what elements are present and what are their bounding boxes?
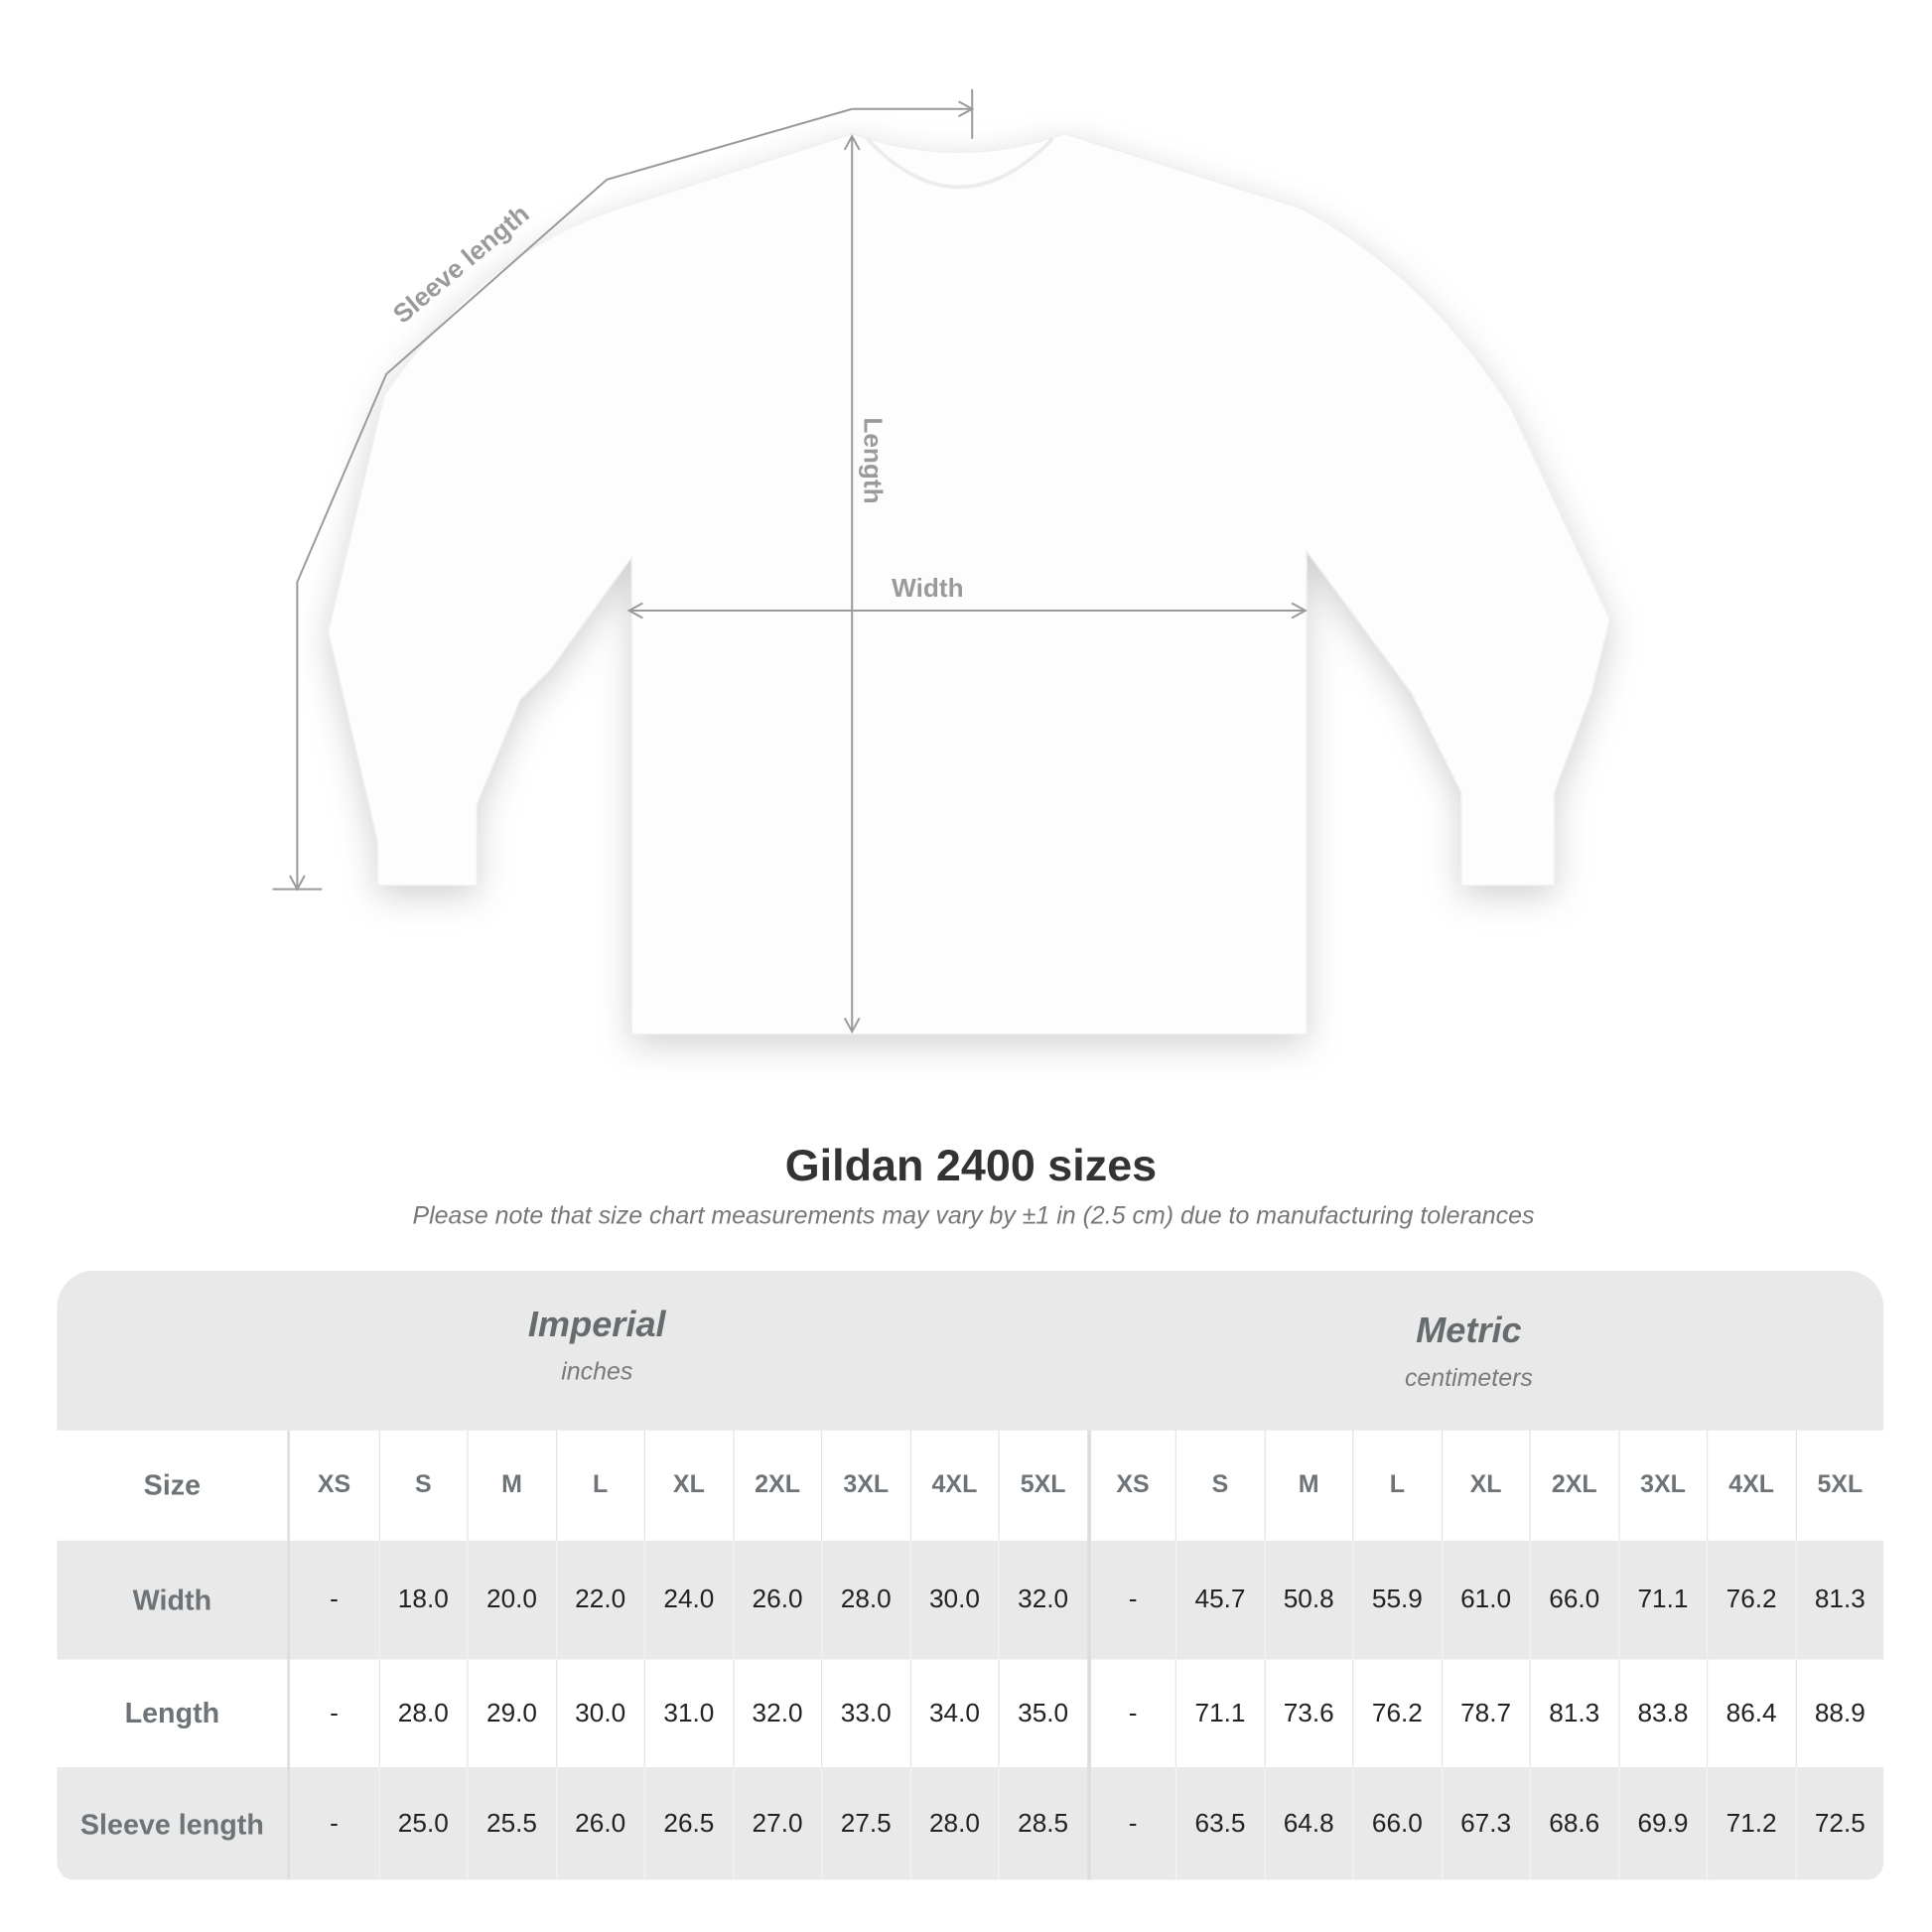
table-row: Length -28.0 29.0 30.0 31.0 32.0 33.0 34.0 35.0-… [57, 1659, 1883, 1768]
table-cell: 67.3 [1441, 1767, 1529, 1880]
table-cell: 71.2 [1706, 1767, 1795, 1880]
table-cell: 32.0 [998, 1540, 1086, 1660]
row-label: Size [57, 1430, 290, 1541]
size-header-cell: L [1352, 1430, 1441, 1541]
table-cell: - [330, 1809, 339, 1839]
size-header-cell: 3XL [821, 1430, 909, 1541]
table-cell: 27.0 [732, 1767, 821, 1880]
size-table: Imperial inches Metric centimeters Size X… [57, 1270, 1884, 1880]
table-cell: 30.0 [909, 1540, 998, 1660]
table-cell: 64.8 [1263, 1767, 1352, 1880]
metric-unit: centimeters [1404, 1364, 1533, 1393]
table-cell: 81.3 [1529, 1659, 1618, 1768]
size-header-cell: 4XL [909, 1430, 998, 1541]
table-cell: 28.0 [821, 1540, 909, 1660]
size-header-cell: 4XL [1706, 1430, 1795, 1541]
table-cell: 34.0 [909, 1659, 998, 1768]
table-cell: 55.9 [1352, 1540, 1441, 1660]
table-cell: 25.0 [378, 1767, 467, 1880]
metric-title: Metric [1416, 1311, 1522, 1351]
sleeve-measure-line [272, 88, 975, 892]
table-row: Width -18.0 20.0 22.0 24.0 26.0 28.0 30.0 32.0-4… [57, 1540, 1884, 1660]
table-cell: - [1086, 1659, 1175, 1768]
size-header-cell: S [1174, 1430, 1264, 1541]
table-cell: 78.7 [1441, 1659, 1529, 1768]
table-cell: 81.3 [1795, 1540, 1883, 1660]
table-cell: 69.9 [1617, 1767, 1707, 1880]
table-cell: 83.8 [1617, 1659, 1707, 1768]
tolerance-note: Please note that size chart measurements… [412, 1202, 1535, 1230]
table-cell: - [330, 1698, 339, 1727]
table-cell: 26.0 [555, 1767, 643, 1880]
table-cell: 27.5 [821, 1767, 909, 1880]
width-label: Width [892, 573, 963, 603]
table-cell: 86.4 [1706, 1659, 1795, 1768]
table-cell: 35.0 [998, 1659, 1086, 1768]
table-cell: 31.0 [643, 1659, 733, 1768]
size-header-cell: S [378, 1430, 467, 1541]
imperial-header: Imperial inches [349, 1306, 845, 1387]
length-label: Length [859, 417, 889, 503]
size-header-row: Size XS S M L XL 2XL 3XL 4XL 5XL XS S M L XL 2XL 3XL 4XL 5… [57, 1430, 1883, 1541]
row-label: Length [57, 1659, 290, 1768]
size-header-cell: XL [643, 1430, 733, 1541]
table-cell: 66.0 [1529, 1540, 1618, 1660]
imperial-unit: inches [561, 1358, 633, 1386]
row-label: Width [57, 1540, 290, 1660]
table-cell: 76.2 [1352, 1659, 1441, 1768]
metric-header: Metric centimeters [1221, 1311, 1717, 1393]
size-header-cell: L [555, 1430, 643, 1541]
size-header-cell: M [467, 1430, 555, 1541]
row-label: Sleeve length [57, 1767, 290, 1880]
page-title: Gildan 2400 sizes [784, 1139, 1158, 1190]
table-cell: 73.6 [1263, 1659, 1352, 1768]
table-cell: 24.0 [643, 1540, 733, 1660]
table-cell: 25.5 [467, 1767, 555, 1880]
table-cell: 72.5 [1795, 1767, 1883, 1880]
table-cell: 22.0 [555, 1540, 643, 1660]
imperial-title: Imperial [527, 1305, 666, 1345]
table-cell: 68.6 [1529, 1767, 1618, 1880]
size-header-cell: 3XL [1617, 1430, 1707, 1541]
size-header-cell: 2XL [1529, 1430, 1618, 1541]
table-cell: - [1086, 1540, 1175, 1660]
table-cell: 61.0 [1441, 1540, 1529, 1660]
unit-header: Imperial inches Metric centimeters [57, 1270, 1884, 1431]
table-cell: 71.1 [1617, 1540, 1707, 1660]
size-header-cell: 2XL [732, 1430, 821, 1541]
size-header-cell: 5XL [1795, 1430, 1883, 1541]
shirt-shape [327, 133, 1611, 1035]
table-cell: 66.0 [1352, 1767, 1441, 1880]
table-cell: 28.5 [998, 1767, 1086, 1880]
table-cell: 76.2 [1706, 1540, 1795, 1660]
shirt-diagram: Sleeve length Length Width [272, 88, 1611, 1035]
table-cell: 45.7 [1174, 1540, 1264, 1660]
table-cell: 28.0 [909, 1767, 998, 1880]
table-cell: 33.0 [821, 1659, 909, 1768]
table-cell: 71.1 [1174, 1659, 1264, 1768]
table-cell: 20.0 [467, 1540, 555, 1660]
table-row: Sleeve length -25.0 25.5 26.0 26.5 27.0 27.5 28… [57, 1767, 1884, 1880]
table-cell: 30.0 [555, 1659, 643, 1768]
size-header-cell: 5XL [998, 1430, 1086, 1541]
table-cell: 26.5 [643, 1767, 733, 1880]
table-cell: - [330, 1585, 339, 1614]
table-cell: 50.8 [1263, 1540, 1352, 1660]
size-header-cell: XS [1086, 1430, 1175, 1541]
table-cell: 26.0 [732, 1540, 821, 1660]
table-cell: 88.9 [1795, 1659, 1883, 1768]
size-header-cell: XL [1441, 1430, 1529, 1541]
table-cell: 18.0 [378, 1540, 467, 1660]
table-cell: 28.0 [378, 1659, 467, 1768]
size-header-cell: XS [317, 1470, 351, 1499]
table-cell: 63.5 [1174, 1767, 1264, 1880]
size-header-cell: M [1263, 1430, 1352, 1541]
table-cell: 29.0 [467, 1659, 555, 1768]
table-cell: - [1086, 1767, 1175, 1880]
table-cell: 32.0 [732, 1659, 821, 1768]
